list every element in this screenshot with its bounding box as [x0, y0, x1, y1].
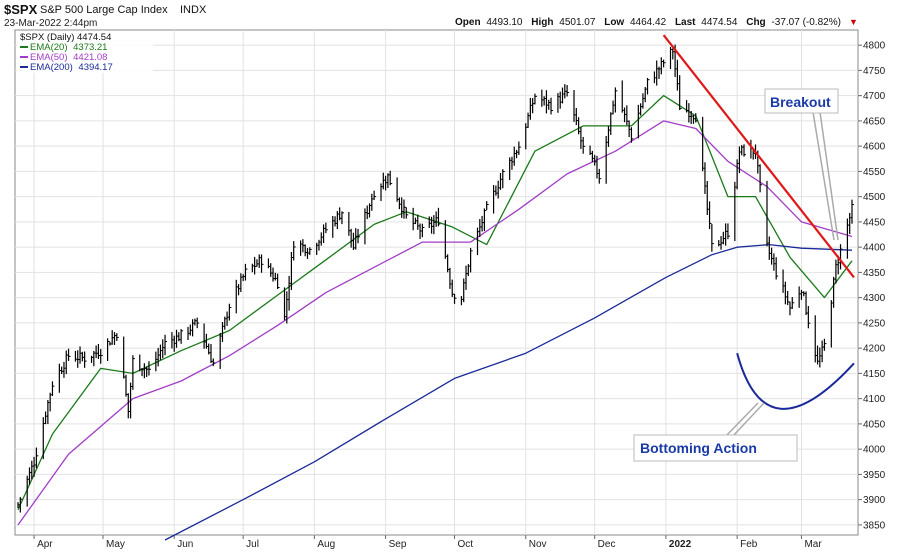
svg-text:EMA(200) 4394.17: EMA(200) 4394.17 [30, 62, 113, 73]
y-tick-label: 4400 [863, 243, 886, 254]
index-name: S&P 500 Large Cap Index [40, 4, 168, 16]
y-tick-label: 4000 [863, 445, 886, 456]
low-label: Low [604, 17, 624, 28]
legend-price: $SPX (Daily) 4474.54 [20, 32, 111, 43]
chg-label: Chg [746, 17, 765, 28]
breakout-label: Breakout [770, 94, 831, 110]
breakout-box [764, 88, 839, 114]
down-arrow-icon: ▼ [849, 17, 858, 27]
legend-ema200-label: EMA(200) [30, 62, 73, 73]
low-value: 4464.42 [630, 17, 667, 28]
open-value: 4493.10 [486, 17, 523, 28]
symbol-title: $SPX [4, 2, 38, 17]
bottoming-pointer [724, 402, 759, 438]
legend-ema20-label: EMA(20) [30, 42, 67, 53]
last-label: Last [675, 17, 696, 28]
legend-ema50-value: 4421.08 [73, 52, 107, 63]
breakout-pointer-2 [819, 111, 839, 241]
y-tick-label: 4100 [863, 394, 886, 405]
legend-ema50-label: EMA(50) [30, 52, 67, 63]
bottoming-box [633, 434, 798, 462]
svg-text:Open 4493.10 High: Open 4493.10 High 4501.07 Low 4464.42 La… [455, 17, 841, 28]
open-label: Open [455, 17, 481, 28]
x-axis: Apr May Jun Jul Aug Sep Oct Nov Dec 2022 Feb Mar [33, 535, 822, 550]
price-bars [17, 44, 854, 513]
svg-text:EMA(50) 4421.08: EMA(50) 4421.08 [30, 52, 107, 63]
y-tick-label: 4600 [863, 142, 886, 153]
legend-ema200-value: 4394.17 [78, 62, 112, 73]
y-tick-label: 4150 [863, 369, 886, 380]
x-tick-label: Jul [246, 539, 259, 550]
y-tick-label: 4200 [863, 344, 886, 355]
high-label: High [531, 17, 553, 28]
x-tick-label: Apr [37, 539, 53, 550]
y-tick-label: 3850 [863, 520, 886, 531]
resistance-trendline [662, 34, 855, 279]
y-tick-label: 4050 [863, 419, 886, 430]
ema20-line [17, 94, 853, 511]
y-axis: 3850 3900 3950 4000 4050 4100 4150 4200 4250 4300… [858, 41, 886, 531]
chg-value: -37.07 (-0.82%) [771, 17, 840, 28]
y-tick-label: 4700 [863, 91, 886, 102]
breakout-pointer [812, 111, 835, 241]
y-tick-label: 4550 [863, 167, 886, 178]
ema50-line [17, 120, 853, 526]
y-tick-label: 4500 [863, 192, 886, 203]
y-tick-label: 4650 [863, 116, 886, 127]
y-tick-label: 4250 [863, 318, 886, 329]
x-tick-label: Aug [317, 539, 335, 550]
svg-text:EMA(20) 4373.21: EMA(20) 4373.21 [30, 42, 107, 53]
grid-lines [15, 30, 858, 535]
y-tick-label: 4300 [863, 293, 886, 304]
plot-frame [14, 29, 859, 536]
exchange-label: INDX [180, 4, 207, 16]
x-tick-label: May [106, 539, 125, 550]
x-tick-label: Nov [529, 539, 547, 550]
x-tick-label: Dec [598, 539, 616, 550]
bottoming-label: Bottoming Action [640, 440, 757, 456]
bottoming-arc [736, 352, 855, 410]
x-tick-label: Oct [458, 539, 474, 550]
overlay-layer [662, 34, 855, 410]
y-tick-label: 4800 [863, 41, 886, 52]
bottoming-pointer-2 [731, 402, 765, 438]
y-tick-label: 3950 [863, 470, 886, 481]
high-value: 4501.07 [559, 17, 596, 28]
y-tick-label: 4750 [863, 66, 886, 77]
legend-ema20-value: 4373.21 [73, 42, 107, 53]
x-tick-label: Feb [740, 539, 758, 550]
x-tick-label: 2022 [669, 539, 692, 550]
y-tick-label: 4450 [863, 217, 886, 228]
y-tick-label: 3900 [863, 495, 886, 506]
last-value: 4474.54 [701, 17, 738, 28]
x-tick-label: Sep [389, 539, 407, 550]
y-tick-label: 4350 [863, 268, 886, 279]
chart-datetime: 23-Mar-2022 2:44pm [4, 18, 97, 29]
x-tick-label: Mar [804, 539, 822, 550]
x-tick-label: Jun [177, 539, 193, 550]
